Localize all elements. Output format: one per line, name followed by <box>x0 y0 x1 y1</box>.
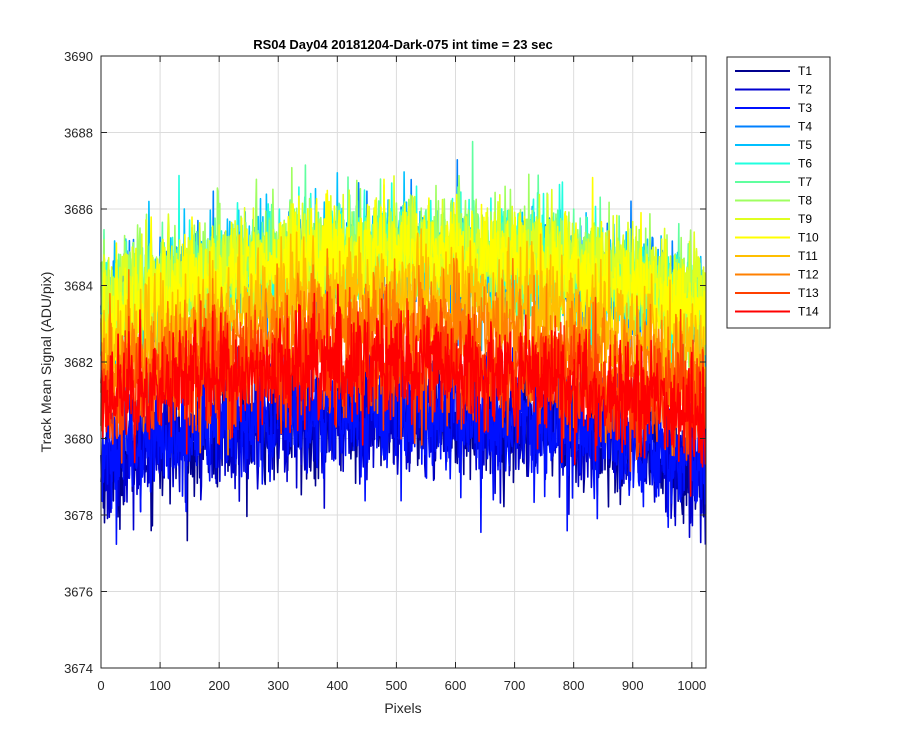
legend-label-t11: T11 <box>798 249 818 263</box>
legend-label-t6: T6 <box>798 157 812 171</box>
y-tick-label: 3684 <box>64 279 93 294</box>
series-line-t14 <box>100 283 707 497</box>
x-tick-label: 900 <box>622 678 644 693</box>
y-tick-label: 3690 <box>64 49 93 64</box>
legend-label-t10: T10 <box>798 231 819 245</box>
legend-label-t3: T3 <box>798 101 812 115</box>
legend-label-t4: T4 <box>798 120 812 134</box>
legend-label-t7: T7 <box>798 175 812 189</box>
x-tick-label: 700 <box>504 678 526 693</box>
legend-label-t1: T1 <box>798 64 812 78</box>
series-group <box>100 140 707 546</box>
chart-title: RS04 Day04 20181204-Dark-075 int time = … <box>253 37 553 52</box>
x-tick-label: 600 <box>445 678 467 693</box>
y-tick-label: 3682 <box>64 355 93 370</box>
legend-label-t2: T2 <box>798 83 812 97</box>
x-tick-label: 200 <box>208 678 230 693</box>
y-axis-label: Track Mean Signal (ADU/pix) <box>38 272 54 453</box>
y-tick-label: 3678 <box>64 508 93 523</box>
legend-label-t12: T12 <box>798 268 819 282</box>
y-tick-label: 3686 <box>64 202 93 217</box>
x-tick-label: 0 <box>97 678 104 693</box>
legend-label-t5: T5 <box>798 138 812 152</box>
x-tick-label: 800 <box>563 678 585 693</box>
legend: T1 T2 T3 T4 T5 T6 T7 T8 T9 T10 T11 T12 T13 T14 <box>726 56 831 329</box>
axes: 0 100 200 300 400 500 600 700 800 900 1000 3674 3676… <box>64 49 707 693</box>
legend-box <box>726 56 831 329</box>
y-tick-label: 3680 <box>64 432 93 447</box>
legend-label-t9: T9 <box>798 212 812 226</box>
x-axis-label: Pixels <box>384 700 421 716</box>
x-tick-label: 1000 <box>677 678 706 693</box>
y-tick-label: 3674 <box>64 661 93 676</box>
x-tick-label: 100 <box>149 678 171 693</box>
x-tick-label: 400 <box>326 678 348 693</box>
legend-label-t13: T13 <box>798 286 819 300</box>
legend-label-t14: T14 <box>798 305 819 319</box>
y-tick-label: 3676 <box>64 585 93 600</box>
x-tick-label: 300 <box>267 678 289 693</box>
y-tick-label: 3688 <box>64 126 93 141</box>
legend-label-t8: T8 <box>798 194 812 208</box>
x-tick-label: 500 <box>386 678 408 693</box>
